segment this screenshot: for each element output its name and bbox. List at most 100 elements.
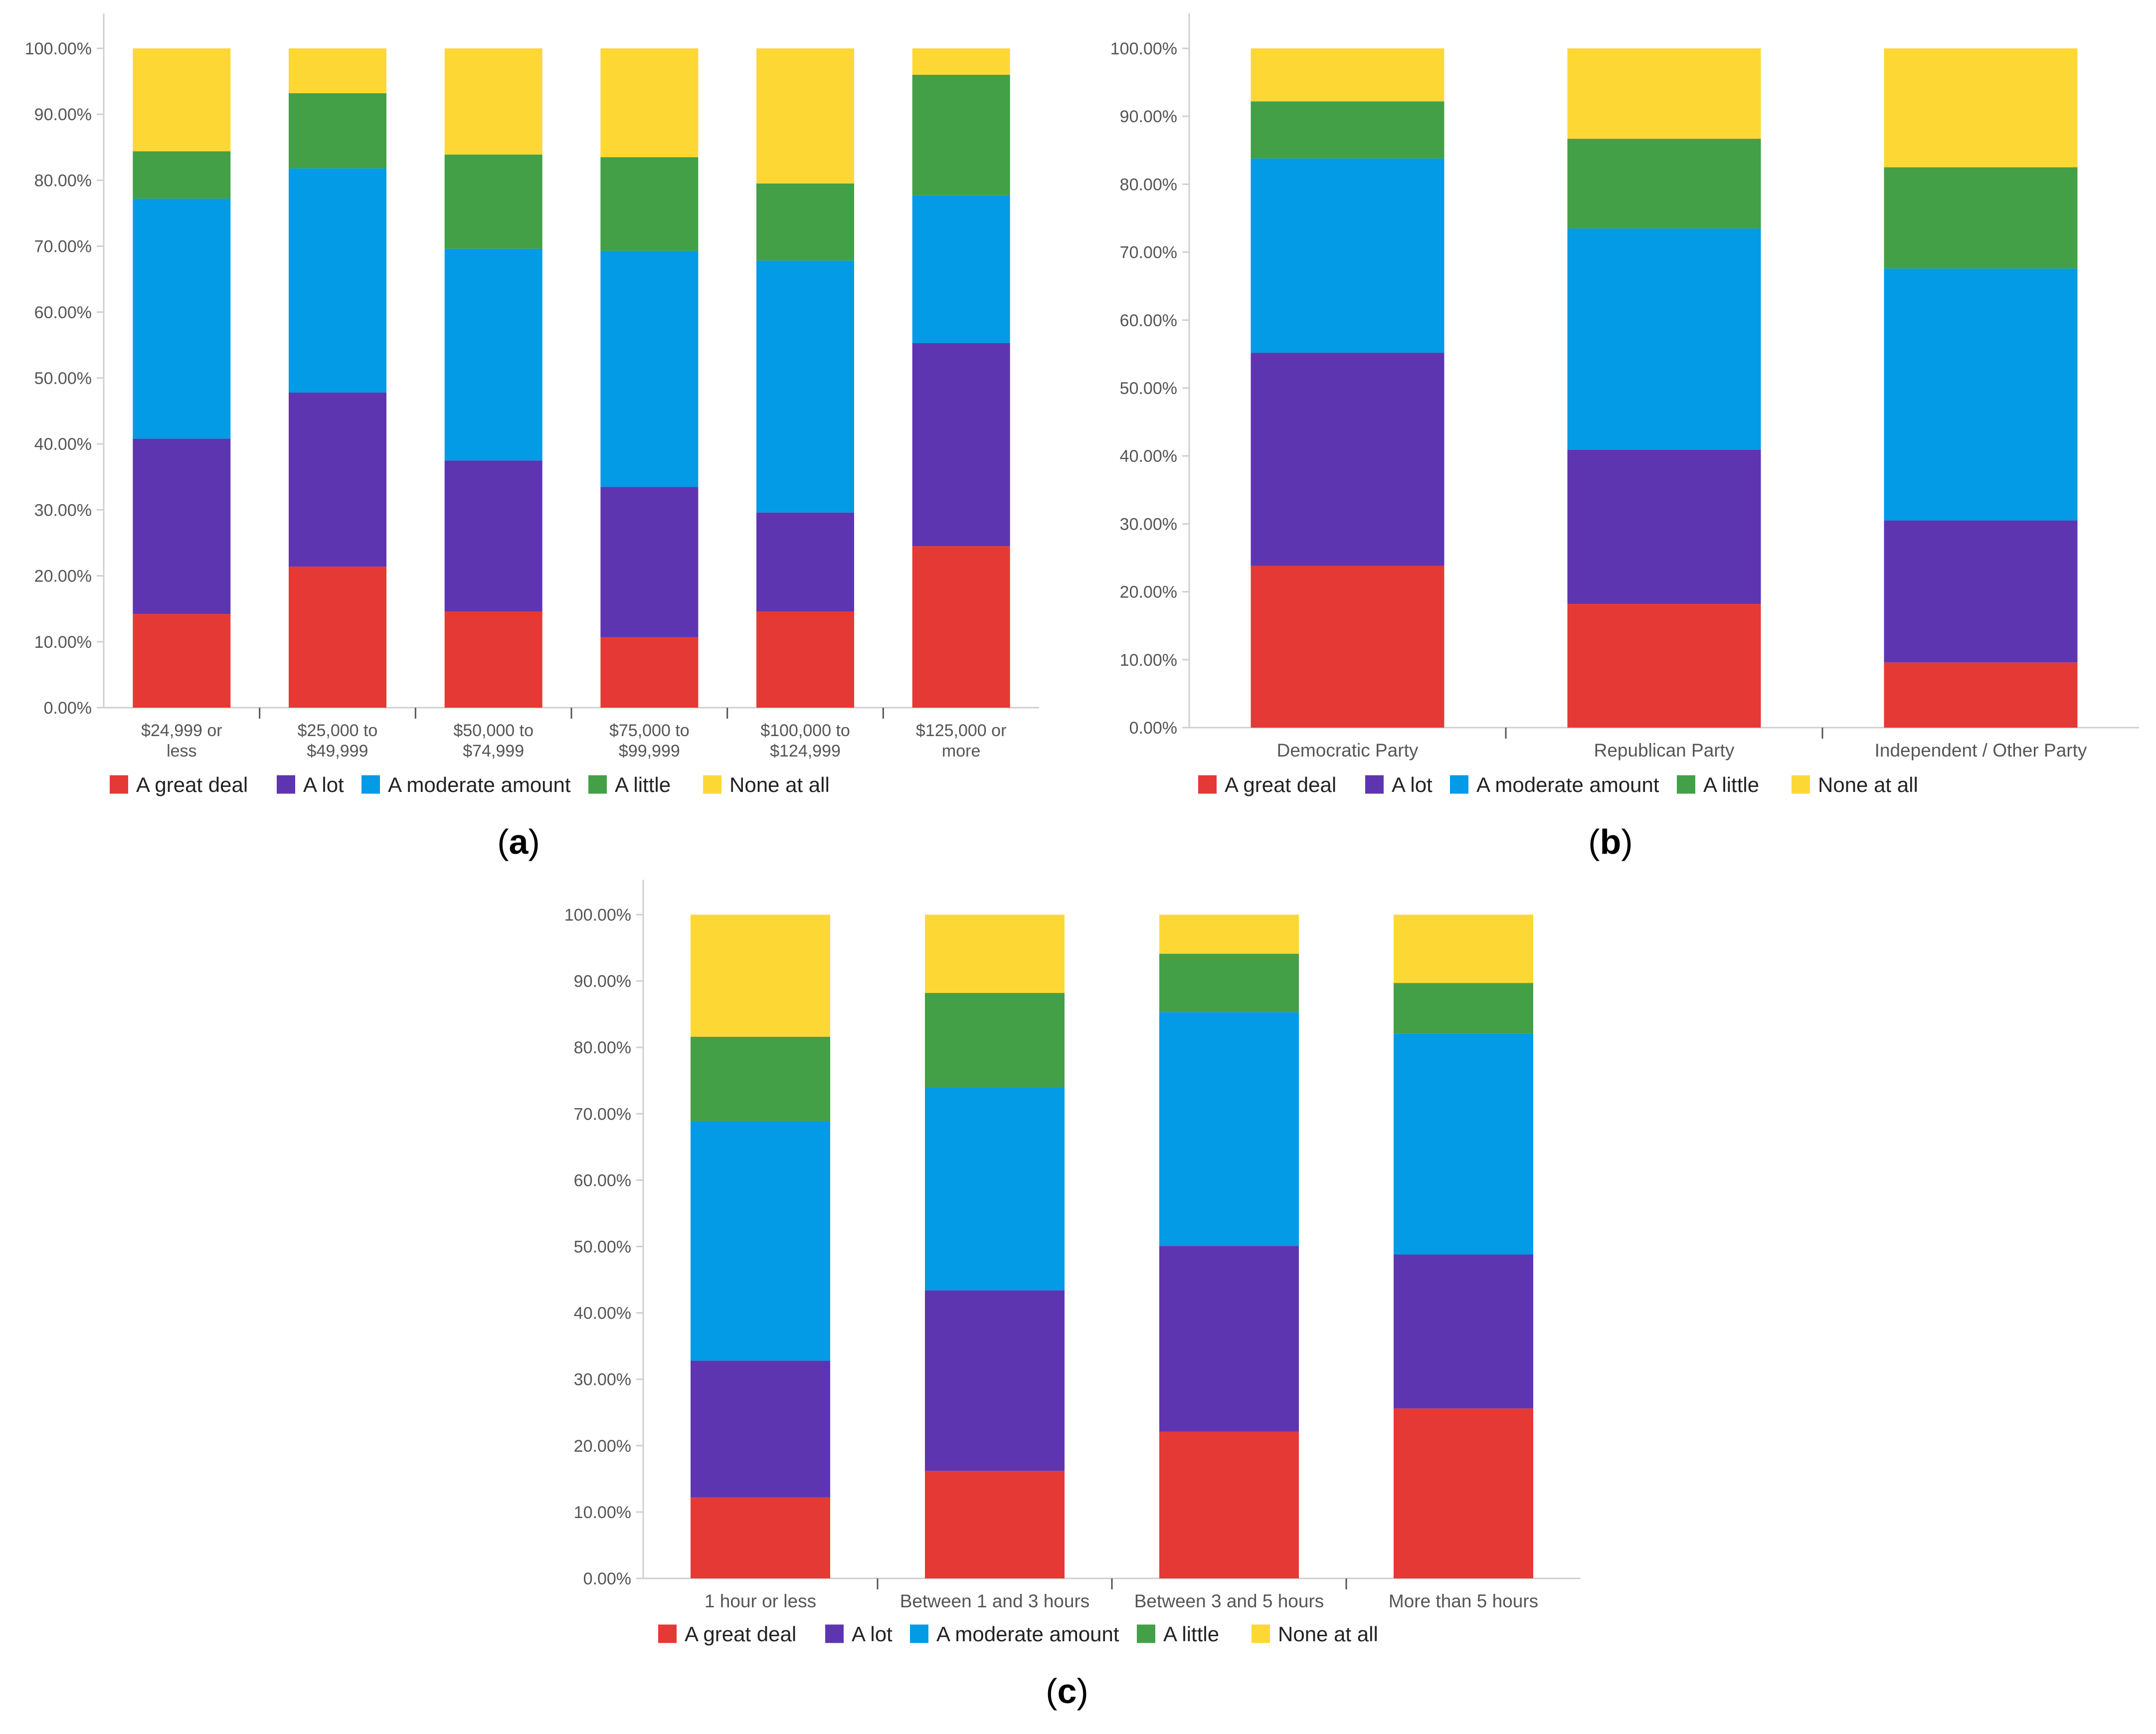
x-tick-label: 1 hour or less [705,1591,816,1611]
bar-segment [1884,662,2078,728]
y-tick-label: 40.00% [34,435,92,454]
bar-segment [133,198,231,439]
y-tick-label: 90.00% [34,105,92,124]
bar-segment [1159,1246,1299,1432]
legend-label: A little [1703,773,1759,796]
bar-segment [756,611,854,708]
y-tick-label: 70.00% [1120,243,1177,262]
y-tick-label: 0.00% [44,699,92,718]
y-tick-label: 0.00% [583,1569,631,1588]
legend-swatch [588,775,607,794]
bar-segment [756,512,854,611]
bar-segment [289,567,386,708]
bar-segment [444,48,542,155]
y-tick-label: 40.00% [574,1304,631,1323]
y-tick-label: 100.00% [1110,39,1177,58]
bar-segment [691,1360,830,1498]
bar-segment [1159,954,1299,1012]
legend-label: A lot [852,1622,893,1646]
bar-segment [1159,915,1299,954]
legend-label: A great deal [685,1622,796,1646]
legend-swatch [1137,1624,1155,1643]
x-tick-label: $24,999 or [141,721,222,740]
bar-segment [1159,1431,1299,1578]
x-tick-label: $25,000 to [298,721,378,740]
bar-segment [600,637,699,708]
y-tick-label: 100.00% [25,39,92,58]
bar-segment [756,260,854,513]
x-tick-label: Between 3 and 5 hours [1134,1591,1324,1611]
bar-segment [444,460,542,611]
y-tick-label: 90.00% [574,972,631,991]
x-tick-label: Independent / Other Party [1875,740,2087,761]
panel-label: (b) [1588,822,1632,861]
legend-label: A lot [303,773,344,796]
legend-swatch [1252,1624,1270,1643]
bar-segment [691,1121,830,1361]
y-tick-label: 50.00% [34,369,92,388]
panel-label-close: ) [528,822,539,861]
bar-segment [912,74,1010,195]
bar-segment [1884,520,2078,663]
x-tick-label: $100,000 to [760,721,850,740]
legend-swatch [1677,775,1695,794]
bar-segment [1394,915,1533,983]
bar-segment [133,48,231,152]
bar-segment [691,1036,830,1121]
y-tick-label: 30.00% [574,1370,631,1389]
legend-label: A great deal [136,773,248,796]
legend-label: A great deal [1225,773,1336,796]
bar-segment [756,48,854,184]
x-tick-label: less [167,742,196,761]
y-tick-label: 40.00% [1120,447,1177,466]
y-tick-label: 60.00% [1120,311,1177,330]
y-tick-label: 70.00% [34,237,92,256]
bar-segment [1394,983,1533,1034]
bar-segment [925,1471,1065,1578]
bar-segment [691,915,830,1037]
chart-panel-b: 0.00% 10.00% 20.00% 30.00% 40.00% 50.00% 60.00… [1110,13,2139,861]
y-tick-label: 20.00% [34,567,92,586]
y-tick-label: 50.00% [574,1238,631,1257]
bar-segment [1251,48,1444,102]
bar-segment [1884,268,2078,521]
panel-label-open: ( [1588,822,1600,861]
bar-segment [925,1290,1065,1471]
bar-segment [444,248,542,461]
y-tick-label: 50.00% [1120,379,1177,398]
bar-segment [691,1497,830,1578]
legend-label: A moderate amount [388,773,571,796]
legend-label: A moderate amount [936,1622,1119,1646]
bar-segment [1567,48,1761,139]
legend-swatch [658,1624,677,1643]
legend-swatch [277,775,295,794]
bar-segment [1251,101,1444,159]
y-tick-label: 80.00% [1120,175,1177,194]
x-tick-label: Republican Party [1594,740,1735,761]
panel-label-letter: a [509,822,529,861]
legend-swatch [825,1624,844,1643]
legend-label: A lot [1392,773,1433,796]
legend-label: A little [1163,1622,1219,1646]
x-tick-label: more [942,742,980,761]
y-tick-label: 20.00% [574,1437,631,1456]
bar-segment [289,392,386,567]
bar-segment [600,157,699,251]
bar-segment [925,1087,1065,1291]
bar-segment [289,168,386,393]
bar-segment [912,195,1010,343]
bar-segment [1884,48,2078,168]
bar-segment [600,250,699,487]
legend-swatch [1365,775,1384,794]
x-tick-label: $74,999 [463,742,524,761]
bar-segment [1394,1033,1533,1255]
bar-segment [1567,449,1761,604]
legend-swatch [1198,775,1217,794]
bar-segment [133,438,231,614]
bar-segment [1159,1012,1299,1246]
bar-segment [1567,139,1761,228]
x-tick-label: More than 5 hours [1389,1591,1538,1611]
panel-label-letter: c [1058,1672,1077,1711]
bar-segment [925,915,1065,993]
